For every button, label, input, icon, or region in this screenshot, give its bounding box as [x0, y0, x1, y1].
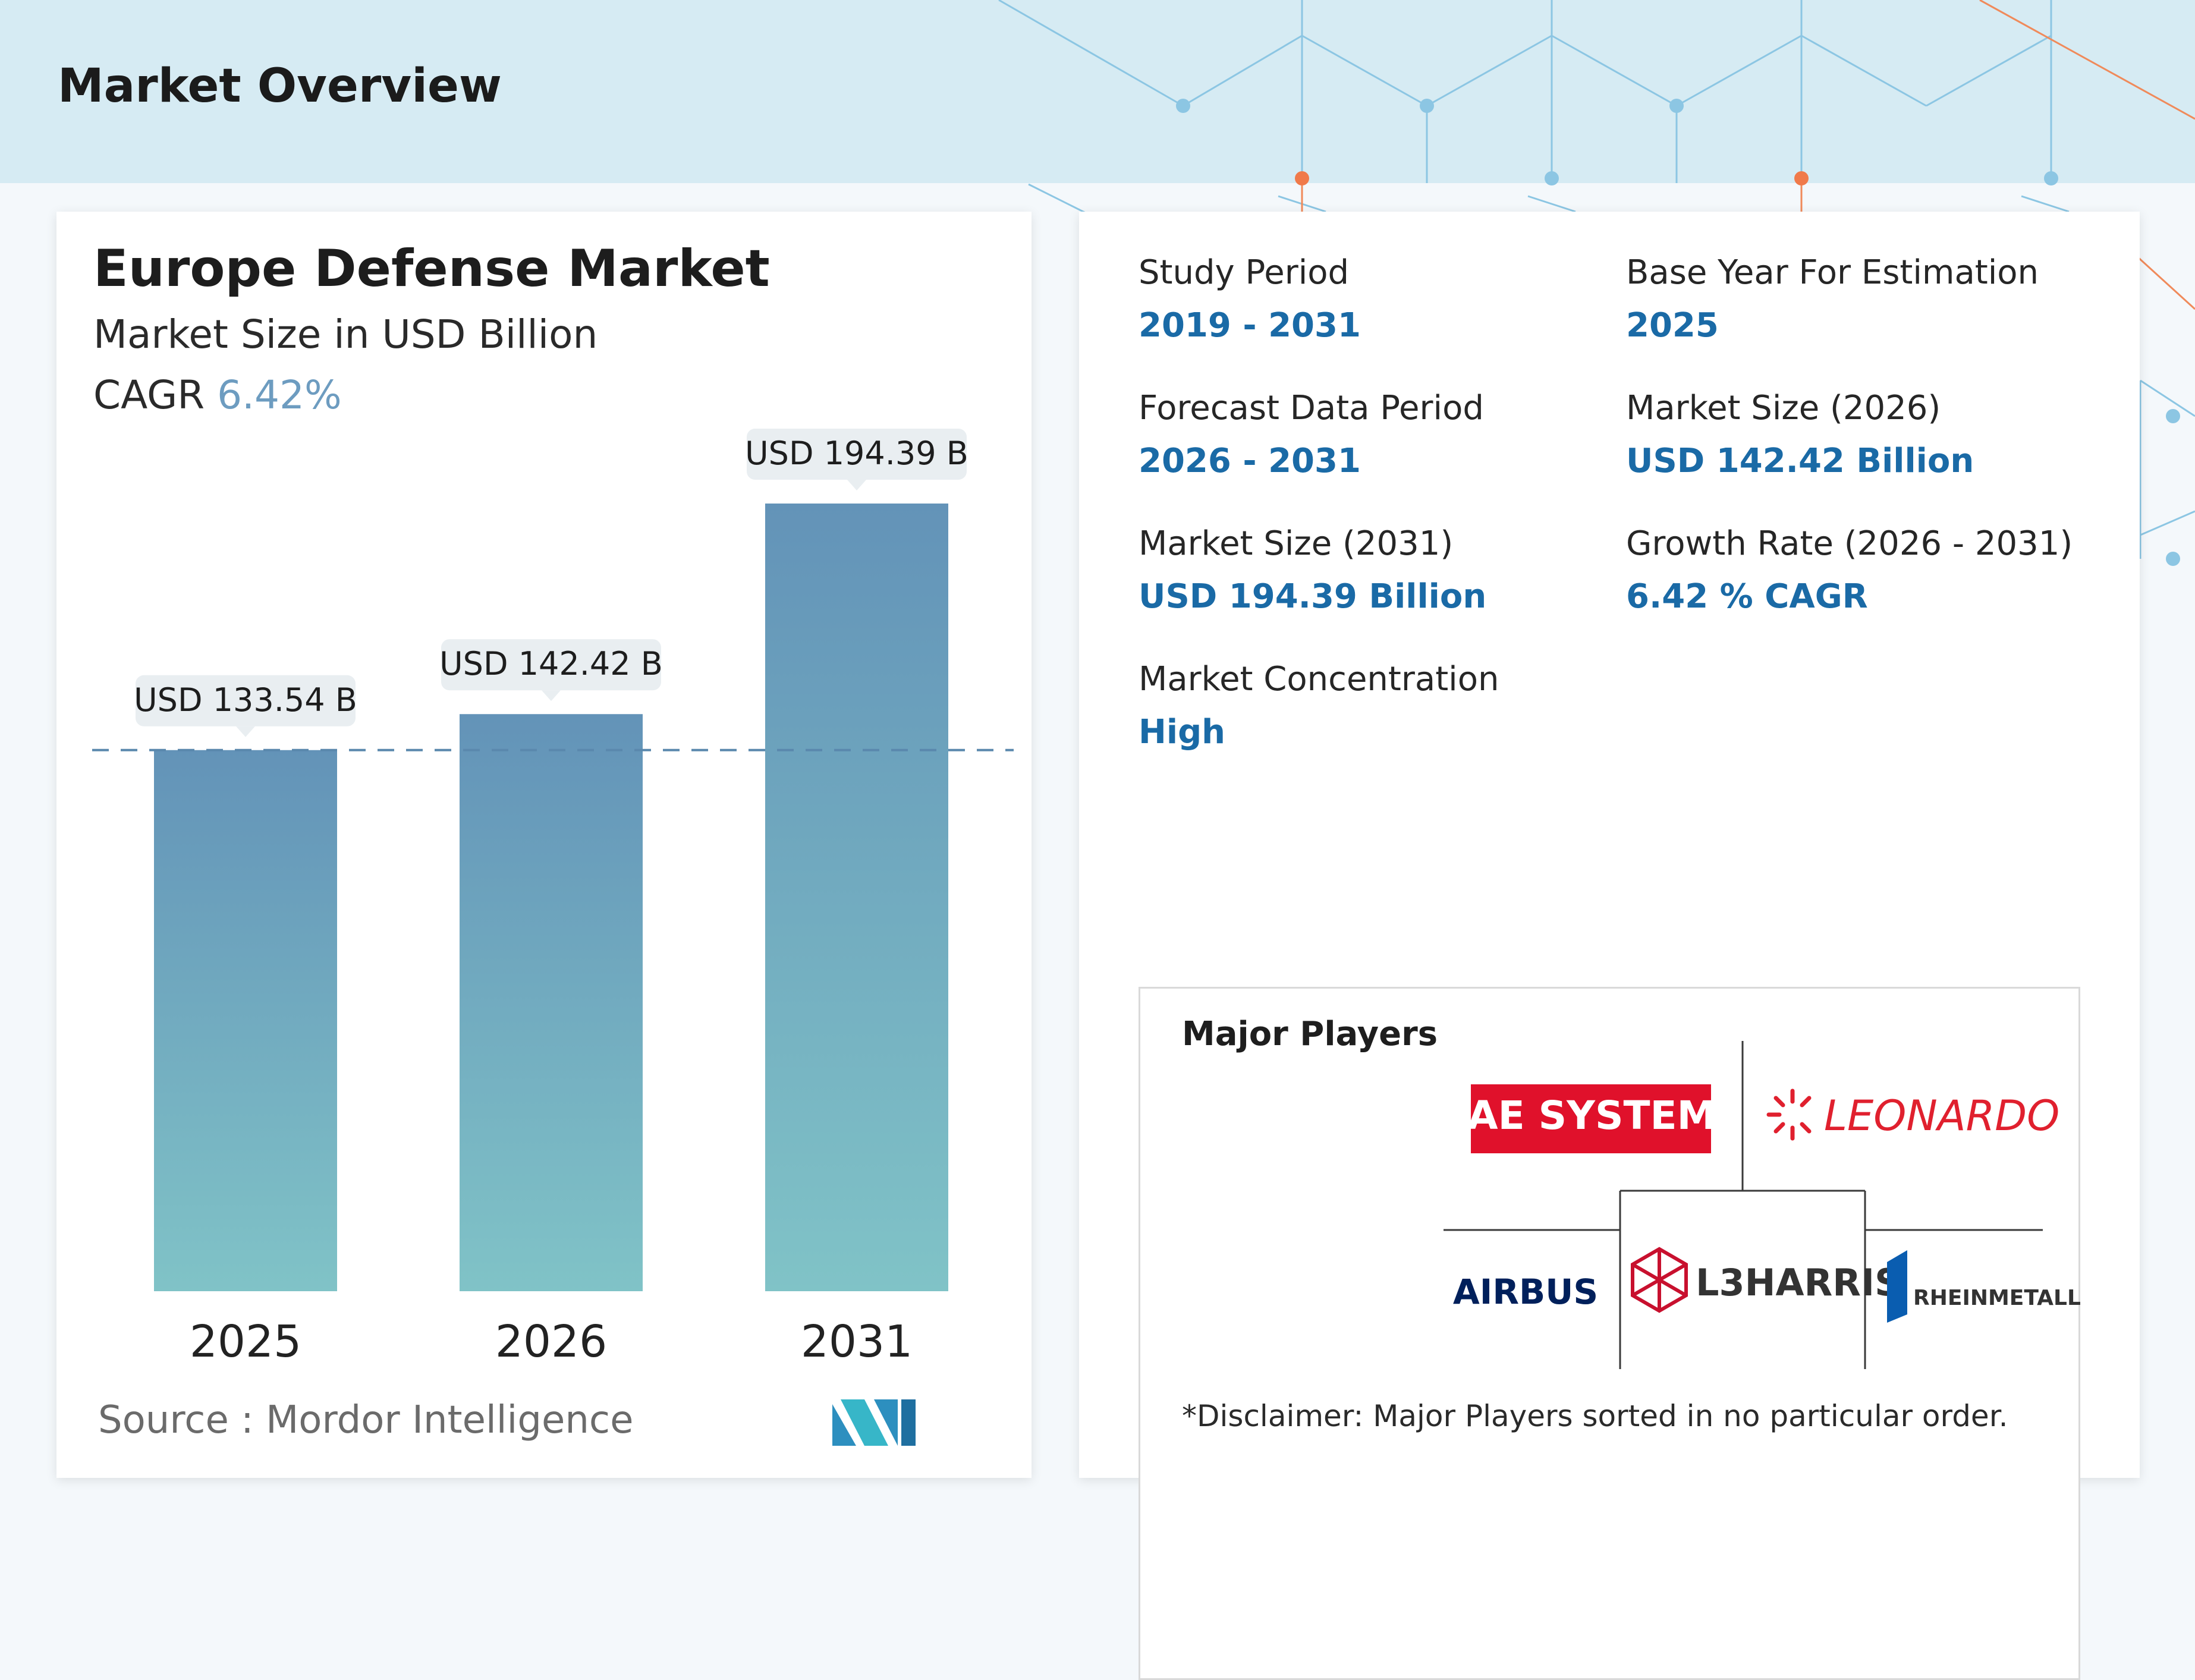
- leonardo-burst-icon: [1766, 1088, 1812, 1141]
- bar-chart: USD 133.54 B 2025 USD 142.42 B 2026 USD 194.…: [92, 428, 1014, 1367]
- x-tick-label-2025: 2025: [190, 1316, 301, 1367]
- stat-market-size-2026: Market Size (2026) USD 142.42 Billion: [1626, 389, 1974, 480]
- stat-forecast-period: Forecast Data Period 2026 - 2031: [1139, 389, 1484, 480]
- cagr-value: 6.42%: [217, 372, 342, 418]
- major-players-box: Major Players BAE SYSTEMS: [1139, 987, 2081, 1680]
- stat-study-period: Study Period 2019 - 2031: [1139, 253, 1361, 345]
- stat-label: Market Concentration: [1139, 660, 1499, 699]
- data-label-2025: USD 133.54 B: [134, 675, 357, 737]
- x-tick-label-2026: 2026: [495, 1316, 607, 1367]
- stat-value: USD 142.42 Billion: [1626, 442, 1974, 480]
- mordor-intelligence-logo-icon: [832, 1399, 916, 1446]
- cagr-label: CAGR: [93, 372, 205, 418]
- bar-2025: [154, 750, 337, 1291]
- bar-2026: [460, 714, 643, 1291]
- stat-value: 2025: [1626, 306, 1719, 345]
- stats-card: Study Period 2019 - 2031 Base Year For E…: [1079, 212, 2140, 1680]
- players-logos: BAE SYSTEMS LEONARDO AIRBUS L3H: [1438, 1041, 2081, 1369]
- leonardo-logo-text: LEONARDO: [1824, 1091, 2059, 1140]
- stat-market-concentration: Market Concentration High: [1139, 660, 1499, 751]
- data-label-text: USD 142.42 B: [439, 645, 663, 682]
- players-disclaimer: *Disclaimer: Major Players sorted in no …: [1182, 1399, 2008, 1433]
- data-label-2031: USD 194.39 B: [745, 428, 968, 490]
- stat-value: High: [1139, 713, 1226, 751]
- bar-2031: [765, 503, 948, 1291]
- airbus-logo-text: AIRBUS: [1453, 1272, 1598, 1312]
- stat-label: Growth Rate (2026 - 2031): [1626, 524, 2073, 563]
- stat-base-year: Base Year For Estimation 2025: [1626, 253, 2039, 345]
- stat-label: Market Size (2031): [1139, 524, 1454, 563]
- stat-label: Base Year For Estimation: [1626, 253, 2039, 292]
- chart-title: Europe Defense Market: [93, 239, 770, 298]
- header-band: [0, 0, 2195, 183]
- major-players-title: Major Players: [1182, 1015, 1438, 1053]
- stat-label: Forecast Data Period: [1139, 389, 1484, 427]
- data-label-text: USD 194.39 B: [745, 435, 968, 472]
- cagr-line: CAGR 6.42%: [93, 372, 342, 418]
- bae-systems-logo-text: BAE SYSTEMS: [1438, 1093, 1744, 1138]
- stat-market-size-2031: Market Size (2031) USD 194.39 Billion: [1139, 524, 1486, 616]
- source-text: Source : Mordor Intelligence: [98, 1398, 634, 1442]
- data-label-text: USD 133.54 B: [134, 681, 357, 719]
- stat-label: Study Period: [1139, 253, 1350, 292]
- stat-label: Market Size (2026): [1626, 389, 1941, 427]
- l3harris-logo-text: L3HARRIS: [1696, 1261, 1901, 1304]
- l3harris-globe-icon: [1631, 1247, 1688, 1313]
- data-label-2026: USD 142.42 B: [439, 639, 663, 701]
- rheinmetall-logo-text: RHEINMETALL: [1913, 1286, 2081, 1310]
- stat-value: 6.42 % CAGR: [1626, 577, 1868, 616]
- chart-subtitle: Market Size in USD Billion: [93, 312, 598, 357]
- rheinmetall-mark-icon: [1887, 1250, 1907, 1323]
- network-decoration: [998, 0, 2195, 566]
- chart-card: Europe Defense Market Market Size in USD…: [56, 212, 1032, 1478]
- bae-systems-logo: [1471, 1084, 1711, 1153]
- stat-value: 2019 - 2031: [1139, 306, 1361, 345]
- stat-growth-rate: Growth Rate (2026 - 2031) 6.42 % CAGR: [1626, 524, 2073, 616]
- x-tick-label-2031: 2031: [801, 1316, 913, 1367]
- stat-value: 2026 - 2031: [1139, 442, 1361, 480]
- page-title: Market Overview: [58, 59, 502, 113]
- stat-value: USD 194.39 Billion: [1139, 577, 1487, 616]
